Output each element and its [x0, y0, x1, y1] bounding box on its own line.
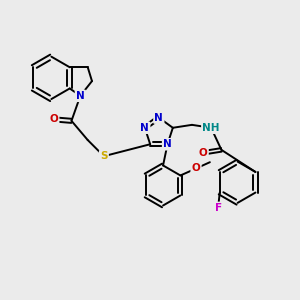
Text: F: F: [215, 203, 222, 213]
Text: O: O: [50, 114, 58, 124]
Text: O: O: [192, 163, 200, 173]
Text: NH: NH: [202, 123, 220, 133]
Text: N: N: [163, 139, 172, 149]
Text: O: O: [199, 148, 208, 158]
Text: N: N: [154, 112, 163, 123]
Text: S: S: [100, 151, 108, 161]
Text: N: N: [76, 91, 85, 101]
Text: N: N: [140, 123, 149, 133]
